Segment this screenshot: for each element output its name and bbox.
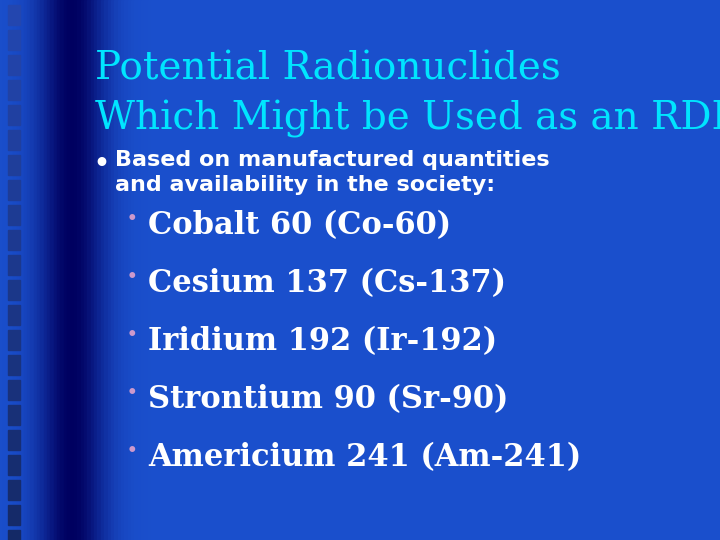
Bar — [0, 0, 4, 540]
Bar — [131, 0, 135, 540]
Bar — [8, 430, 20, 450]
Bar — [20, 0, 24, 540]
Text: Cobalt 60 (Co-60): Cobalt 60 (Co-60) — [148, 210, 451, 241]
Bar — [138, 0, 141, 540]
Bar — [198, 0, 202, 540]
Text: •: • — [93, 152, 109, 176]
Bar — [101, 0, 104, 540]
Bar — [14, 0, 17, 540]
Bar — [161, 0, 165, 540]
Bar — [8, 55, 20, 75]
Bar — [30, 0, 34, 540]
Text: and availability in the society:: and availability in the society: — [115, 175, 495, 195]
Bar — [50, 0, 54, 540]
Bar — [74, 0, 77, 540]
Bar — [77, 0, 81, 540]
Text: •: • — [127, 326, 138, 344]
Bar — [91, 0, 94, 540]
Bar — [104, 0, 107, 540]
Bar — [8, 530, 20, 540]
Bar — [71, 0, 74, 540]
Bar — [8, 280, 20, 300]
Bar — [8, 205, 20, 225]
Bar — [192, 0, 195, 540]
Text: Strontium 90 (Sr-90): Strontium 90 (Sr-90) — [148, 384, 508, 415]
Text: •: • — [127, 442, 138, 460]
Bar — [8, 180, 20, 200]
Bar — [175, 0, 178, 540]
Bar — [8, 305, 20, 325]
Text: Which Might be Used as an RDD: Which Might be Used as an RDD — [95, 100, 720, 138]
Bar — [165, 0, 168, 540]
Bar — [8, 30, 20, 50]
Bar — [34, 0, 37, 540]
Bar — [168, 0, 171, 540]
Bar — [185, 0, 188, 540]
Bar — [145, 0, 148, 540]
Bar — [141, 0, 145, 540]
Bar — [8, 355, 20, 375]
Bar — [8, 130, 20, 150]
Bar — [57, 0, 60, 540]
Text: •: • — [127, 268, 138, 286]
Bar — [111, 0, 114, 540]
Bar — [125, 0, 127, 540]
Bar — [8, 380, 20, 400]
Bar — [17, 0, 20, 540]
Bar — [4, 0, 6, 540]
Bar — [148, 0, 151, 540]
Text: Potential Radionuclides: Potential Radionuclides — [95, 50, 561, 87]
Bar — [67, 0, 71, 540]
Bar — [6, 0, 10, 540]
Bar — [121, 0, 125, 540]
Bar — [8, 255, 20, 275]
Bar — [135, 0, 138, 540]
Bar — [8, 155, 20, 175]
Bar — [155, 0, 158, 540]
Bar — [54, 0, 57, 540]
Bar — [127, 0, 131, 540]
Text: Cesium 137 (Cs-137): Cesium 137 (Cs-137) — [148, 268, 506, 299]
Bar — [24, 0, 27, 540]
Bar — [8, 105, 20, 125]
Bar — [178, 0, 181, 540]
Bar — [8, 405, 20, 425]
Bar — [8, 80, 20, 100]
Text: Americium 241 (Am-241): Americium 241 (Am-241) — [148, 442, 581, 473]
Bar — [181, 0, 185, 540]
Bar — [97, 0, 101, 540]
Text: •: • — [127, 210, 138, 228]
Bar — [8, 5, 20, 25]
Bar — [158, 0, 161, 540]
Bar — [188, 0, 192, 540]
Bar — [8, 230, 20, 250]
Bar — [8, 330, 20, 350]
Bar — [47, 0, 50, 540]
Bar — [151, 0, 155, 540]
Bar — [94, 0, 97, 540]
Text: Iridium 192 (Ir-192): Iridium 192 (Ir-192) — [148, 326, 497, 357]
Bar — [37, 0, 40, 540]
Bar — [27, 0, 30, 540]
Bar — [195, 0, 198, 540]
Bar — [87, 0, 91, 540]
Bar — [171, 0, 175, 540]
Bar — [44, 0, 47, 540]
Bar — [8, 480, 20, 500]
Bar — [107, 0, 111, 540]
Bar — [40, 0, 44, 540]
Bar — [8, 455, 20, 475]
Bar — [84, 0, 87, 540]
Bar — [60, 0, 64, 540]
Bar — [8, 505, 20, 525]
Bar — [10, 0, 14, 540]
Bar — [117, 0, 121, 540]
Bar — [81, 0, 84, 540]
Bar — [64, 0, 67, 540]
Bar — [114, 0, 117, 540]
Text: Based on manufactured quantities: Based on manufactured quantities — [115, 150, 549, 170]
Text: •: • — [127, 384, 138, 402]
